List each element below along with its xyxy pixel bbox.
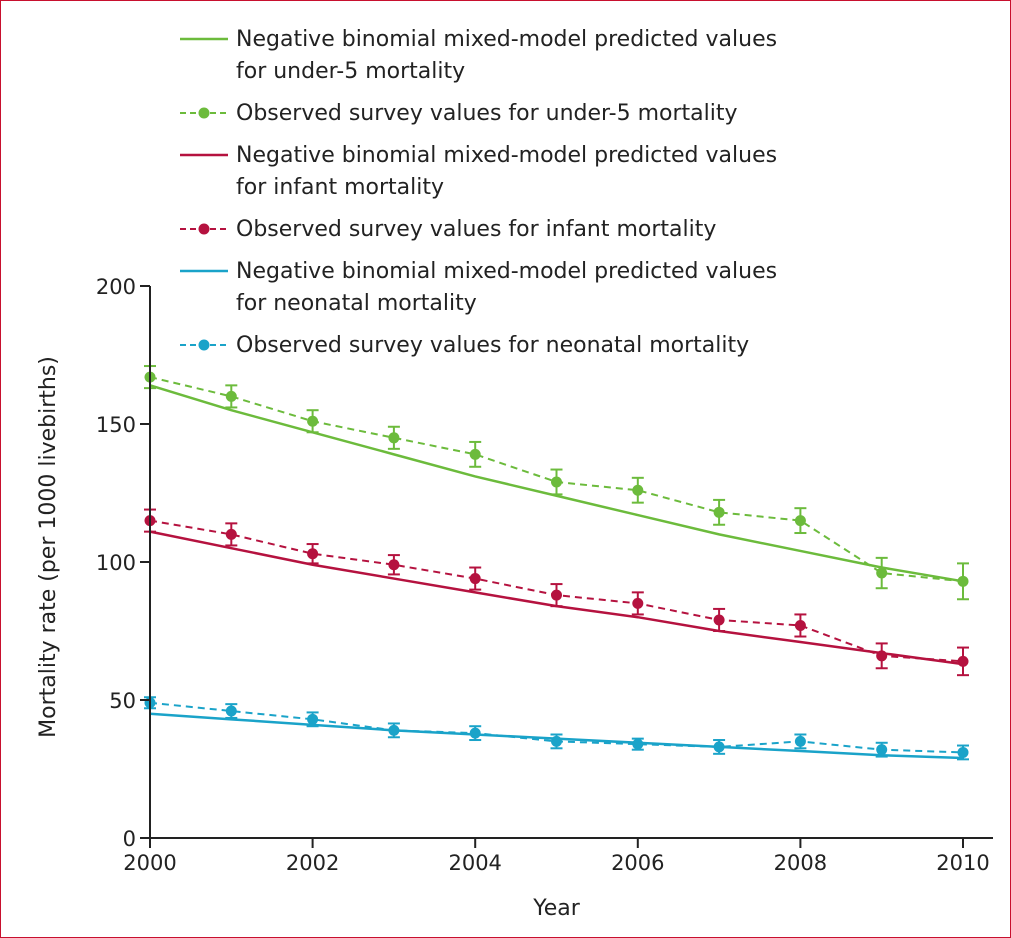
legend: Negative binomial mixed-model predicted … [180, 27, 777, 358]
predicted-line [149, 384, 964, 583]
data-point [794, 735, 806, 747]
legend-marker [198, 223, 210, 235]
series-observed-survey-values-for-infant-mortality [144, 508, 969, 677]
series-observed-survey-values-for-under-5-mortality [144, 365, 969, 601]
data-point [957, 746, 969, 758]
legend-label: for neonatal mortality [236, 291, 477, 316]
series-negative-binomial-mixed-model-predicted-values-for-under-5-mortality [149, 384, 964, 583]
data-point [225, 390, 237, 402]
data-point [469, 727, 481, 739]
data-point [388, 432, 400, 444]
legend-item: Observed survey values for under-5 morta… [180, 101, 738, 126]
data-point [307, 415, 319, 427]
data-point [713, 506, 725, 518]
legend-label: Negative binomial mixed-model predicted … [236, 143, 777, 168]
y-axis-label: Mortality rate (per 1000 livebirths) [36, 356, 61, 738]
series-observed-survey-values-for-neonatal-mortality [144, 696, 969, 761]
data-point [469, 573, 481, 585]
y-tick-label: 100 [96, 551, 136, 575]
y-tick-label: 0 [123, 827, 136, 851]
data-point [307, 548, 319, 560]
x-tick-label: 2002 [286, 851, 339, 875]
data-point [794, 515, 806, 527]
data-point [225, 705, 237, 717]
data-point [632, 484, 644, 496]
data-point [225, 528, 237, 540]
data-point [388, 559, 400, 571]
data-point [551, 476, 562, 488]
y-tick-label: 150 [96, 413, 136, 437]
data-point [632, 738, 644, 750]
y-tick-label: 200 [96, 275, 136, 299]
legend-item: Observed survey values for infant mortal… [180, 217, 716, 242]
data-point [794, 619, 806, 631]
data-point [469, 448, 481, 460]
x-tick-label: 2004 [448, 851, 501, 875]
y-ticks: 0 50 100 150 200 [96, 275, 150, 851]
legend-item: Negative binomial mixed-model predicted … [180, 27, 777, 84]
data-point [551, 735, 562, 747]
legend-label: Observed survey values for neonatal mort… [236, 333, 749, 358]
x-ticks: 2000 2002 2004 2006 2008 2010 [123, 838, 990, 875]
x-tick-label: 2006 [611, 851, 664, 875]
data-point [388, 724, 400, 736]
legend-label: for infant mortality [236, 175, 444, 200]
data-point [876, 650, 888, 662]
data-point [551, 589, 562, 601]
x-tick-label: 2000 [123, 851, 176, 875]
legend-item: Negative binomial mixed-model predicted … [180, 259, 777, 316]
legend-marker [198, 107, 210, 119]
x-tick-label: 2008 [774, 851, 827, 875]
legend-marker [198, 339, 210, 351]
data-point [307, 713, 319, 725]
legend-label: for under-5 mortality [236, 59, 465, 84]
legend-item: Negative binomial mixed-model predicted … [180, 143, 777, 200]
data-point [957, 655, 969, 667]
data-point [957, 575, 969, 587]
data-point [876, 567, 888, 579]
legend-label: Negative binomial mixed-model predicted … [236, 259, 777, 284]
x-axis-label: Year [532, 896, 581, 921]
data-point [632, 597, 644, 609]
legend-label: Observed survey values for under-5 morta… [236, 101, 738, 126]
legend-item: Observed survey values for neonatal mort… [180, 333, 749, 358]
legend-label: Observed survey values for infant mortal… [236, 217, 716, 242]
x-tick-label: 2010 [936, 851, 989, 875]
data-point [713, 741, 725, 753]
legend-label: Negative binomial mixed-model predicted … [236, 27, 777, 52]
series-layer [144, 365, 969, 761]
data-point [876, 744, 888, 756]
data-point [713, 614, 725, 626]
y-tick-label: 50 [109, 689, 136, 713]
